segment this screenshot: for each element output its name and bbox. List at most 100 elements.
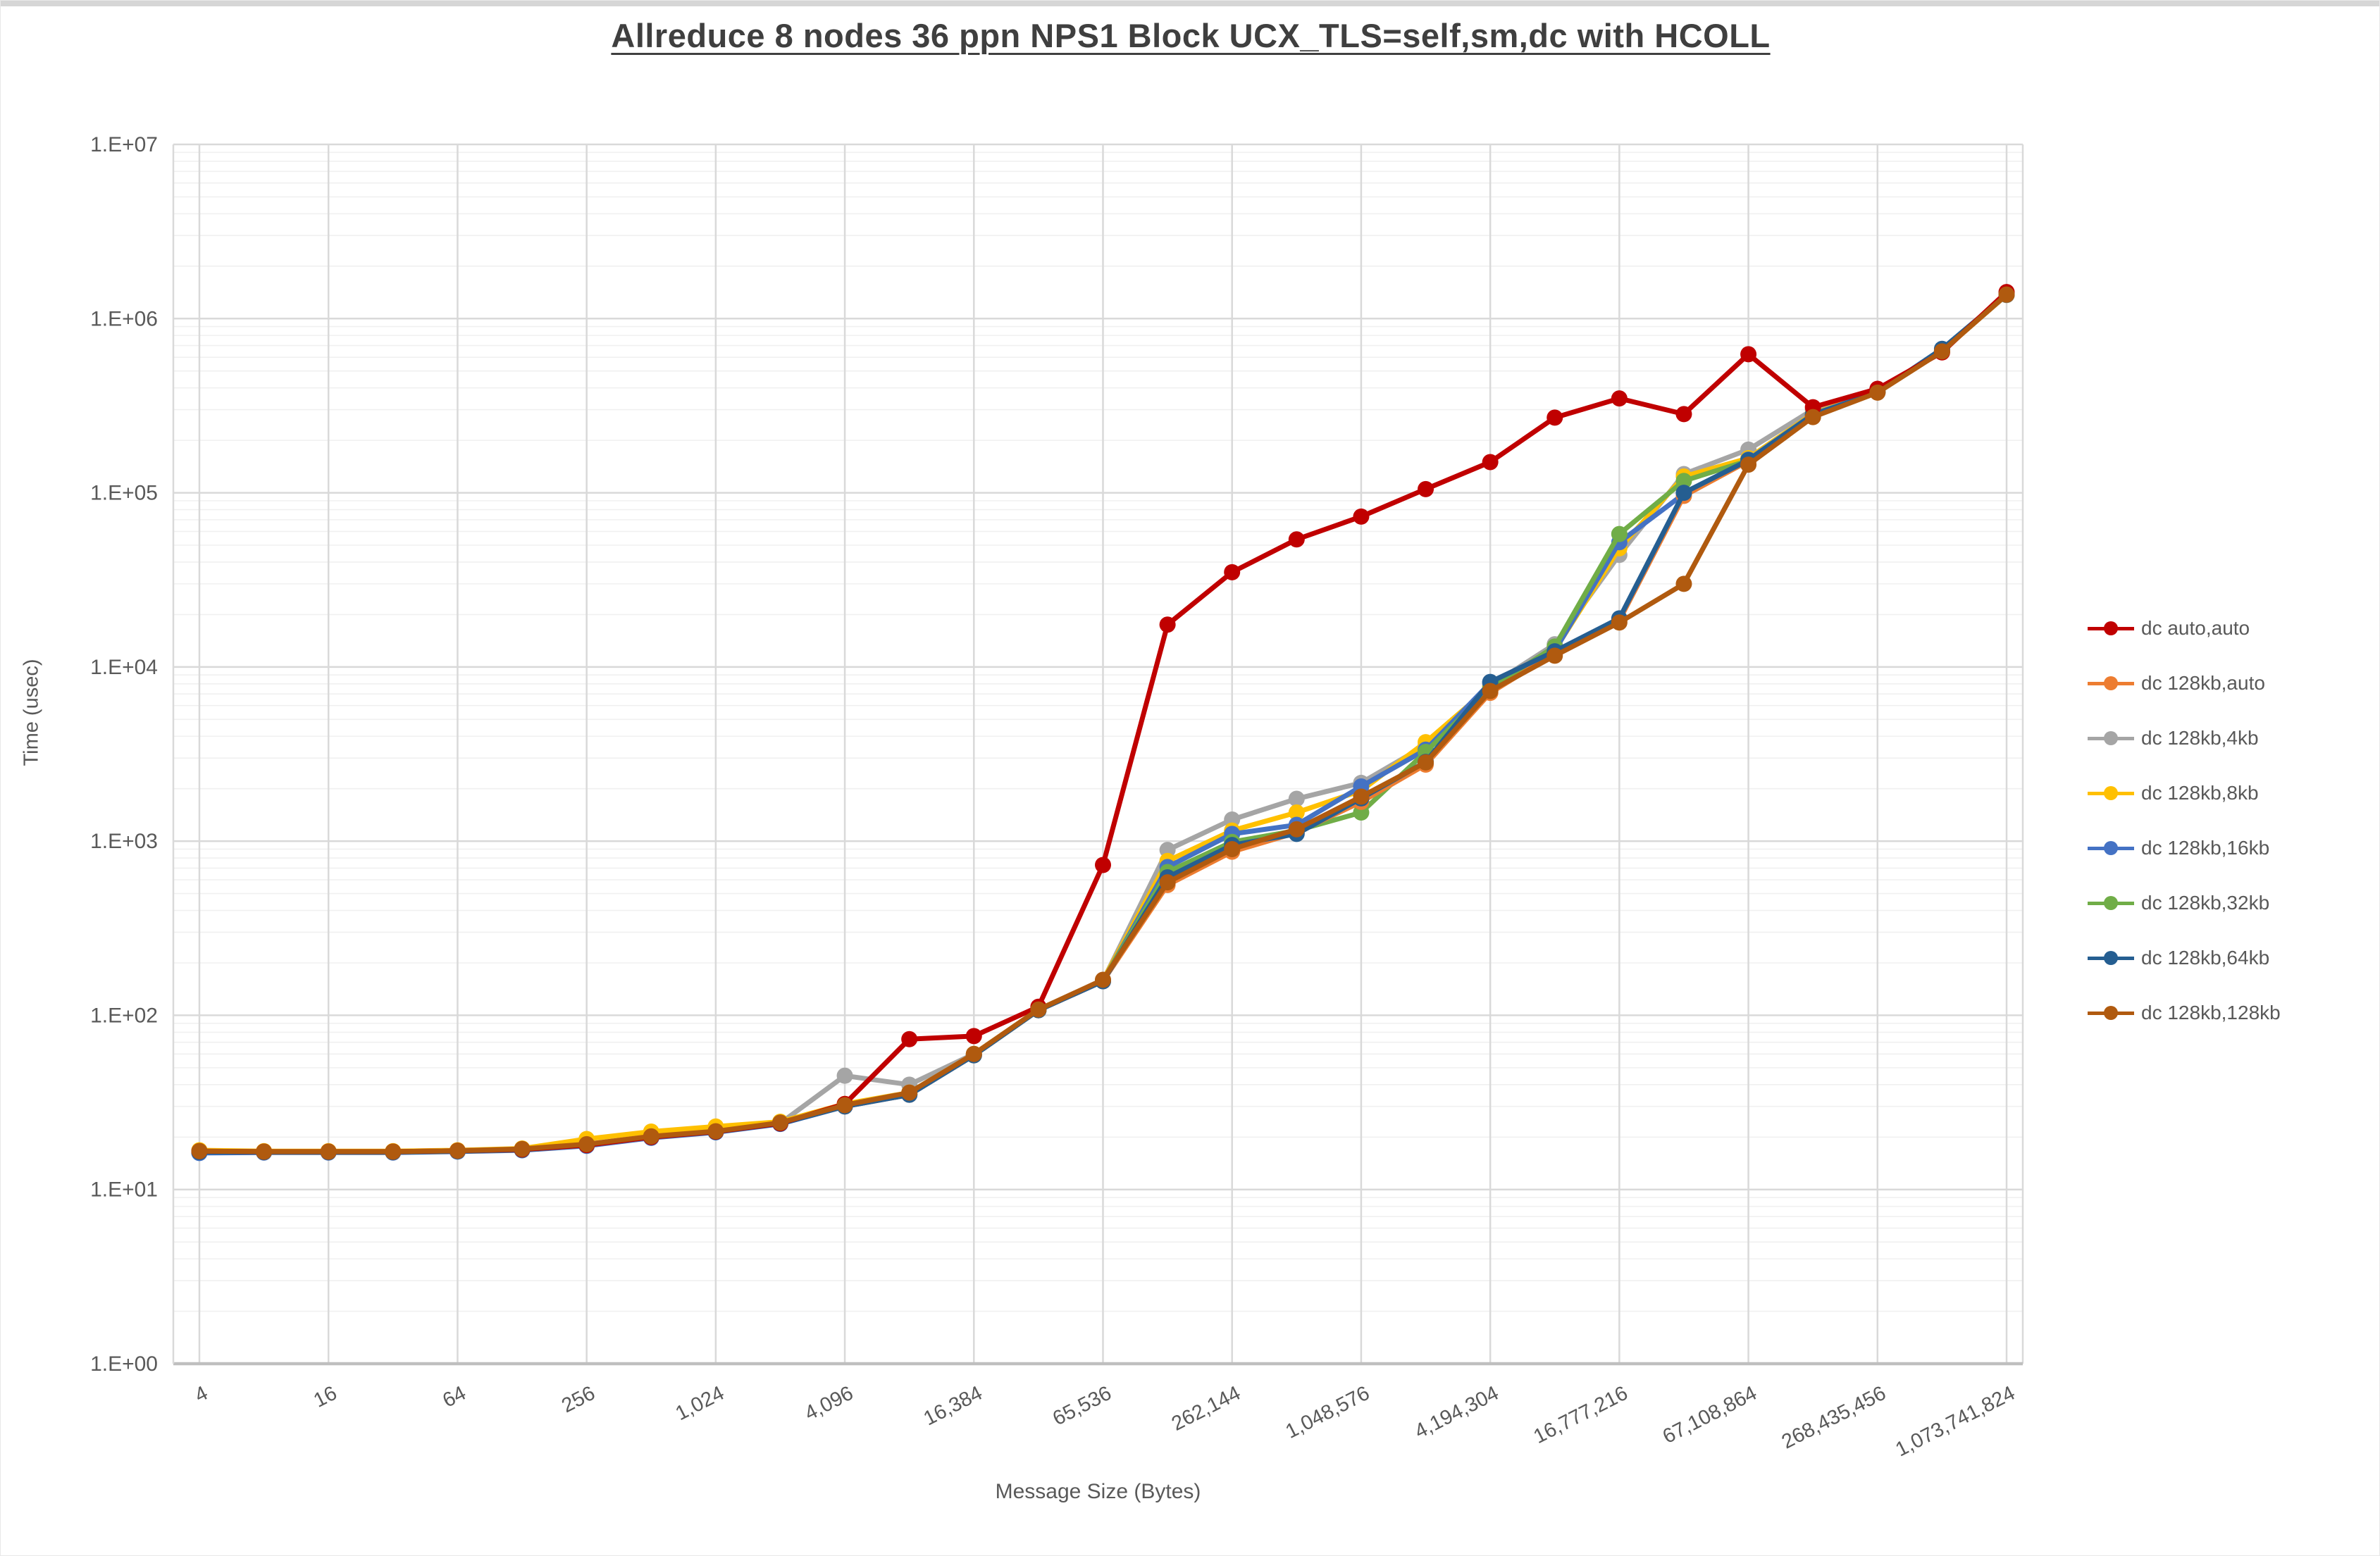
y-tick-label: 1.E+03 (90, 830, 158, 853)
y-tick-label: 1.E+06 (90, 307, 158, 330)
series-marker-dc-128kb-128kb (1547, 647, 1563, 664)
series-marker-dc-auto-auto (1740, 346, 1757, 363)
series-marker-dc-128kb-128kb (707, 1123, 724, 1140)
series-marker-dc-auto-auto (1482, 454, 1499, 471)
y-tick-label: 1.E+00 (90, 1352, 158, 1376)
series-marker-dc-128kb-128kb (1288, 821, 1305, 838)
series-marker-dc-128kb-128kb (1095, 971, 1111, 988)
legend-label: dc 128kb,128kb (2141, 1002, 2281, 1023)
x-tick-label: 4 (191, 1382, 211, 1407)
series-marker-dc-128kb-128kb (1611, 614, 1628, 631)
series-marker-dc-128kb-128kb (385, 1143, 402, 1160)
legend-item-dc-128kb-16kb: dc 128kb,16kb (2088, 833, 2281, 863)
legend-marker-icon (2088, 730, 2134, 746)
legend-marker-icon (2088, 950, 2134, 966)
series-marker-dc-128kb-128kb (1804, 409, 1821, 425)
series-marker-dc-128kb-128kb (320, 1143, 337, 1160)
x-tick-label: 67,108,864 (1659, 1382, 1761, 1448)
legend-item-dc-128kb-auto: dc 128kb,auto (2088, 668, 2281, 698)
series-marker-dc-128kb-4kb (1288, 790, 1305, 807)
legend-item-dc-128kb-64kb: dc 128kb,64kb (2088, 943, 2281, 973)
chart-title: Allreduce 8 nodes 36 ppn NPS1 Block UCX_… (611, 17, 1771, 54)
series-marker-dc-128kb-128kb (901, 1084, 918, 1101)
legend-marker-icon (2088, 621, 2134, 636)
legend-marker-icon (2088, 840, 2134, 856)
series-marker-dc-128kb-128kb (1030, 1001, 1047, 1018)
legend-marker-icon (2088, 676, 2134, 691)
legend-marker-icon (2088, 1005, 2134, 1021)
series-marker-dc-128kb-128kb (836, 1097, 853, 1114)
series-marker-dc-128kb-128kb (514, 1140, 531, 1157)
x-tick-label: 65,536 (1049, 1382, 1115, 1431)
x-axis-title: Message Size (Bytes) (995, 1480, 1201, 1503)
x-tick-label: 262,144 (1168, 1382, 1244, 1436)
legend-label: dc 128kb,16kb (2141, 837, 2270, 859)
y-tick-label: 1.E+04 (90, 656, 158, 679)
legend-label: dc 128kb,8kb (2141, 782, 2259, 804)
x-tick-label: 16 (310, 1382, 340, 1412)
x-tick-label: 4,096 (801, 1382, 857, 1425)
series-marker-dc-auto-auto (1159, 616, 1176, 633)
series-marker-dc-128kb-128kb (1740, 456, 1757, 473)
series-marker-dc-128kb-128kb (1675, 575, 1692, 592)
series-marker-dc-128kb-128kb (1869, 384, 1886, 401)
x-tick-label: 16,384 (920, 1382, 986, 1431)
series-marker-dc-128kb-128kb (965, 1045, 982, 1062)
legend-label: dc auto,auto (2141, 617, 2250, 639)
series-marker-dc-128kb-128kb (643, 1128, 659, 1145)
series-marker-dc-auto-auto (1418, 480, 1434, 497)
series-marker-dc-128kb-128kb (449, 1143, 466, 1159)
legend-label: dc 128kb,4kb (2141, 727, 2259, 749)
series-marker-dc-auto-auto (901, 1031, 918, 1047)
y-tick-label: 1.E+01 (90, 1178, 158, 1202)
legend-label: dc 128kb,64kb (2141, 947, 2270, 969)
series-marker-dc-128kb-128kb (1998, 286, 2015, 303)
series-marker-dc-128kb-128kb (1224, 840, 1241, 857)
legend-item-dc-128kb-4kb: dc 128kb,4kb (2088, 723, 2281, 753)
series-marker-dc-auto-auto (1224, 564, 1241, 580)
series-marker-dc-auto-auto (1288, 531, 1305, 548)
legend-item-dc-128kb-32kb: dc 128kb,32kb (2088, 888, 2281, 918)
x-tick-label: 16,777,216 (1530, 1382, 1632, 1448)
series-marker-dc-128kb-8kb (1288, 804, 1305, 821)
x-tick-label: 1,024 (672, 1382, 728, 1425)
series-marker-dc-auto-auto (1611, 390, 1628, 407)
x-tick-label: 1,073,741,824 (1892, 1382, 2019, 1462)
legend-marker-icon (2088, 785, 2134, 801)
series-marker-dc-128kb-128kb (771, 1114, 788, 1131)
x-tick-label: 4,194,304 (1411, 1382, 1502, 1443)
x-tick-label: 64 (439, 1382, 469, 1412)
series-marker-dc-128kb-4kb (836, 1067, 853, 1084)
y-tick-label: 1.E+05 (90, 482, 158, 505)
series-marker-dc-auto-auto (1353, 508, 1370, 525)
y-tick-label: 1.E+02 (90, 1004, 158, 1027)
series-marker-dc-128kb-128kb (1353, 788, 1370, 805)
legend-label: dc 128kb,auto (2141, 672, 2265, 694)
x-tick-label: 268,435,456 (1778, 1382, 1890, 1454)
legend: dc auto,auto dc 128kb,auto dc 128kb,4kb dc … (2088, 614, 2281, 1028)
series-marker-dc-128kb-128kb (1418, 754, 1434, 771)
series-marker-dc-128kb-128kb (1482, 683, 1499, 699)
series-marker-dc-auto-auto (1675, 406, 1692, 423)
series-marker-dc-128kb-64kb (1675, 485, 1692, 502)
series-marker-dc-auto-auto (1547, 409, 1563, 426)
series-marker-dc-128kb-128kb (191, 1143, 208, 1159)
series-marker-dc-128kb-32kb (1675, 473, 1692, 490)
x-tick-label: 1,048,576 (1282, 1382, 1373, 1443)
series-marker-dc-128kb-128kb (256, 1143, 273, 1160)
series-marker-dc-128kb-32kb (1611, 525, 1628, 542)
legend-label: dc 128kb,32kb (2141, 892, 2270, 914)
series-marker-dc-128kb-128kb (1159, 874, 1176, 891)
legend-item-dc-auto-auto: dc auto,auto (2088, 614, 2281, 643)
legend-marker-icon (2088, 895, 2134, 911)
window-edge-strip (1, 1, 2379, 6)
legend-item-dc-128kb-8kb: dc 128kb,8kb (2088, 778, 2281, 808)
x-tick-label: 256 (558, 1382, 599, 1417)
legend-item-dc-128kb-128kb: dc 128kb,128kb (2088, 998, 2281, 1028)
series-marker-dc-auto-auto (1095, 857, 1111, 873)
series-marker-dc-128kb-128kb (1933, 343, 1950, 360)
series-marker-dc-128kb-128kb (578, 1135, 595, 1152)
series-marker-dc-auto-auto (965, 1028, 982, 1045)
